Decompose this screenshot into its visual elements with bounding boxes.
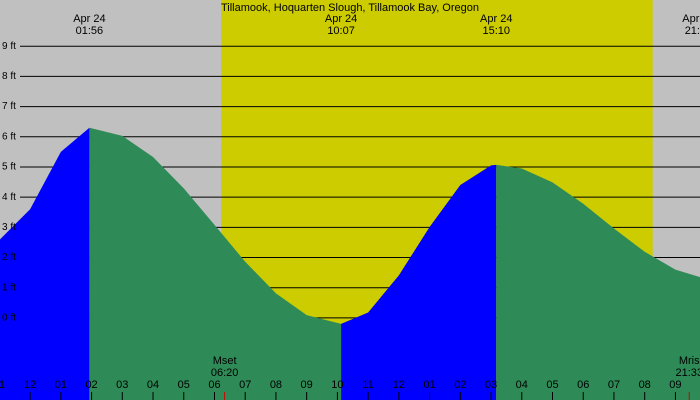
x-tick-label: 12 <box>24 379 36 391</box>
rising-tide <box>341 164 497 400</box>
y-tick-label: 8 ft <box>2 71 16 82</box>
rising-tide <box>0 127 90 400</box>
x-tick-label: 05 <box>178 379 190 391</box>
chart-title: Tillamook, Hoquarten Slough, Tillamook B… <box>221 2 479 14</box>
y-tick-label: 4 ft <box>2 192 16 203</box>
y-tick-label: 3 ft <box>2 222 16 233</box>
x-tick-label: 09 <box>669 379 681 391</box>
x-tick-label: 01 <box>55 379 67 391</box>
x-tick-label: 12 <box>393 379 405 391</box>
y-tick-label: 1 ft <box>2 282 16 293</box>
extreme-date: Apr 24 <box>73 13 105 25</box>
y-tick-label: 6 ft <box>2 131 16 142</box>
x-tick-label: 03 <box>116 379 128 391</box>
moon-label: Mris <box>679 355 700 367</box>
y-tick-label: 9 ft <box>2 41 16 52</box>
x-tick-label: 04 <box>516 379 528 391</box>
x-tick-label: 03 <box>485 379 497 391</box>
moon-time: 06:20 <box>211 367 239 379</box>
x-tick-label: 06 <box>208 379 220 391</box>
falling-tide <box>89 127 342 400</box>
x-tick-label: 11 <box>0 379 5 391</box>
x-tick-label: 08 <box>270 379 282 391</box>
x-tick-label: 04 <box>147 379 159 391</box>
y-tick-label: 7 ft <box>2 101 16 112</box>
x-tick-label: 02 <box>85 379 97 391</box>
extreme-time: 21:45 <box>685 25 700 37</box>
extreme-date: Apr 24 <box>682 13 700 25</box>
extreme-date: Apr 24 <box>480 13 512 25</box>
x-tick-label: 01 <box>423 379 435 391</box>
moon-label: Mset <box>213 355 237 367</box>
x-tick-label: 11 <box>362 379 373 391</box>
x-tick-label: 02 <box>454 379 466 391</box>
x-tick-label: 07 <box>239 379 251 391</box>
x-tick-label: 06 <box>577 379 589 391</box>
falling-tide <box>496 164 700 400</box>
y-tick-label: 0 ft <box>2 313 16 324</box>
extreme-time: 10:07 <box>327 25 355 37</box>
y-tick-label: 2 ft <box>2 252 16 263</box>
moon-time: 21:33 <box>675 367 700 379</box>
y-tick-label: 5 ft <box>2 162 16 173</box>
x-tick-label: 07 <box>608 379 620 391</box>
extreme-date: Apr 24 <box>325 13 357 25</box>
x-tick-label: 09 <box>301 379 313 391</box>
extreme-time: 01:56 <box>76 25 104 37</box>
x-tick-label: 08 <box>639 379 651 391</box>
extreme-time: 15:10 <box>483 25 511 37</box>
x-tick-label: 05 <box>546 379 558 391</box>
x-tick-label: 10 <box>331 379 343 391</box>
